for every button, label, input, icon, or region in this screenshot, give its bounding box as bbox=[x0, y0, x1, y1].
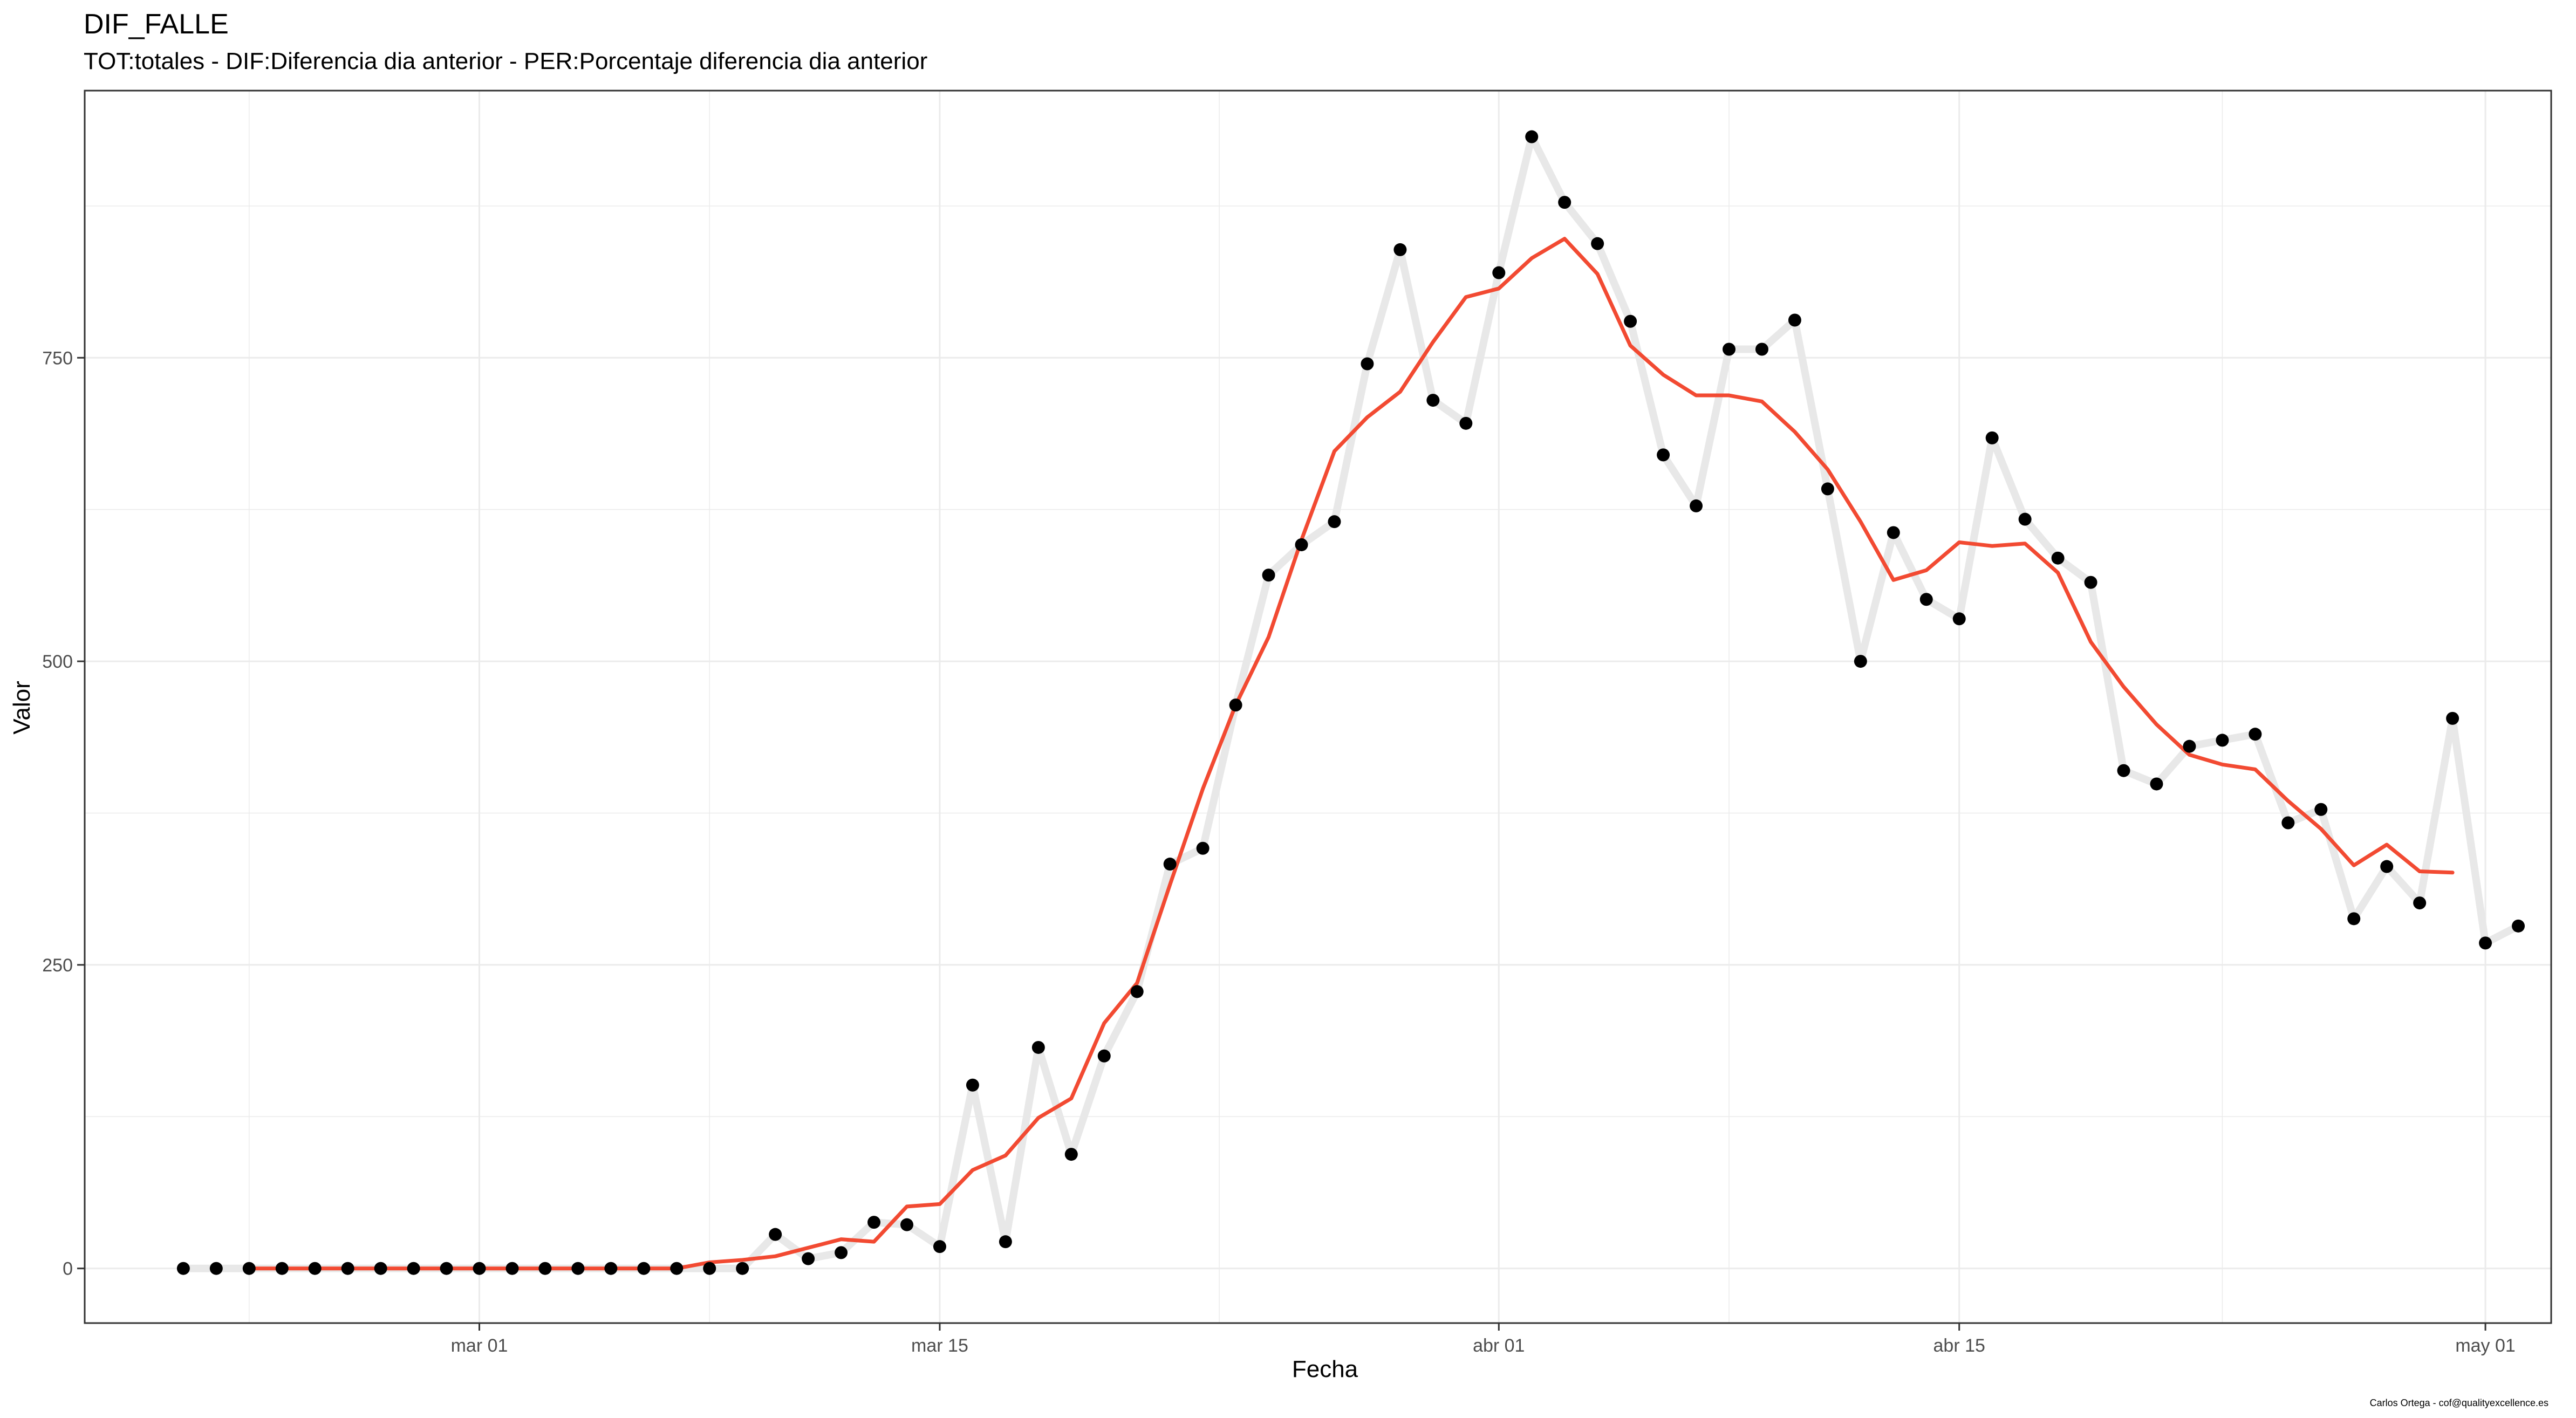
data-point bbox=[1657, 448, 1670, 462]
x-tick-label: abr 15 bbox=[1933, 1335, 1985, 1356]
data-point bbox=[374, 1262, 387, 1275]
data-point bbox=[209, 1262, 223, 1275]
data-point bbox=[900, 1218, 913, 1231]
data-point bbox=[2314, 803, 2328, 816]
data-point bbox=[1919, 593, 1933, 606]
data-point bbox=[2347, 912, 2361, 926]
data-point bbox=[1755, 342, 1768, 356]
data-point bbox=[1295, 538, 1308, 551]
data-point bbox=[835, 1246, 848, 1259]
data-point bbox=[571, 1262, 585, 1275]
data-point bbox=[1262, 568, 1275, 582]
data-point bbox=[308, 1262, 322, 1275]
data-point bbox=[2512, 919, 2525, 933]
data-point bbox=[1854, 655, 1867, 668]
data-point bbox=[2183, 739, 2196, 753]
x-axis-title: Fecha bbox=[1292, 1356, 1358, 1382]
data-point bbox=[1985, 431, 1999, 444]
data-point bbox=[473, 1262, 486, 1275]
y-tick-label: 250 bbox=[42, 955, 73, 976]
data-point bbox=[1492, 266, 1506, 279]
caption: Carlos Ortega - cof@qualityexcellence.es bbox=[2370, 1398, 2548, 1408]
data-point bbox=[2018, 512, 2032, 526]
data-point bbox=[2479, 936, 2492, 950]
data-point bbox=[1426, 394, 1440, 407]
data-point bbox=[1031, 1040, 1045, 1054]
data-point bbox=[2117, 764, 2130, 777]
data-point bbox=[341, 1262, 354, 1275]
data-point bbox=[2216, 734, 2229, 747]
data-point bbox=[275, 1262, 289, 1275]
data-point bbox=[1130, 985, 1144, 998]
y-tick-label: 500 bbox=[42, 652, 73, 672]
x-tick-label: may 01 bbox=[2455, 1335, 2516, 1356]
data-point bbox=[966, 1078, 979, 1092]
data-point bbox=[440, 1262, 453, 1275]
data-point bbox=[1887, 526, 1900, 539]
data-point bbox=[538, 1262, 552, 1275]
axis-ticks: mar 01 mar 15 abr 01 abr 15 may 01 0 250 500 750 bbox=[42, 348, 2516, 1356]
y-tick-label: 0 bbox=[63, 1259, 73, 1279]
panel-border bbox=[84, 90, 2552, 1324]
data-points bbox=[176, 130, 2525, 1275]
data-point bbox=[769, 1228, 782, 1241]
y-tick-label: 750 bbox=[42, 348, 73, 368]
data-point bbox=[1064, 1148, 1078, 1161]
raw-line bbox=[179, 133, 2523, 1272]
data-point bbox=[604, 1262, 618, 1275]
data-point bbox=[2084, 576, 2097, 589]
data-point bbox=[1788, 313, 1801, 327]
data-point bbox=[1690, 499, 1703, 512]
grid-lines bbox=[85, 91, 2551, 1323]
data-point bbox=[1723, 342, 1735, 356]
data-point bbox=[637, 1262, 651, 1275]
data-point bbox=[407, 1262, 420, 1275]
data-point bbox=[505, 1262, 519, 1275]
data-point bbox=[1229, 698, 1242, 712]
data-point bbox=[2446, 711, 2459, 725]
data-point bbox=[176, 1262, 190, 1275]
chart-title: DIF_FALLE bbox=[84, 9, 229, 40]
data-point bbox=[1558, 196, 1571, 209]
y-axis-title: Valor bbox=[9, 681, 35, 734]
data-point bbox=[2413, 896, 2427, 910]
data-point bbox=[2249, 728, 2262, 741]
data-point bbox=[2281, 816, 2295, 830]
data-point bbox=[703, 1262, 716, 1275]
data-point bbox=[1525, 130, 1539, 143]
data-point bbox=[1097, 1049, 1111, 1063]
data-point bbox=[867, 1216, 881, 1229]
data-point bbox=[2150, 777, 2163, 791]
data-point bbox=[1624, 314, 1637, 328]
data-point bbox=[242, 1262, 256, 1275]
data-point bbox=[802, 1252, 815, 1265]
data-point bbox=[1393, 243, 1407, 256]
data-point bbox=[2380, 860, 2394, 873]
x-tick-label: mar 15 bbox=[911, 1335, 968, 1356]
data-point bbox=[2051, 551, 2065, 565]
chart-subtitle: TOT:totales - DIF:Diferencia dia anterio… bbox=[84, 48, 927, 74]
data-point bbox=[670, 1262, 684, 1275]
data-point bbox=[1952, 612, 1966, 626]
x-tick-label: mar 01 bbox=[451, 1335, 508, 1356]
data-point bbox=[1196, 841, 1210, 855]
data-point bbox=[1328, 515, 1341, 529]
data-point bbox=[736, 1262, 749, 1275]
data-point bbox=[1591, 237, 1604, 250]
data-point bbox=[933, 1240, 946, 1253]
data-point bbox=[1459, 416, 1473, 430]
data-point bbox=[1821, 482, 1834, 496]
x-tick-label: abr 01 bbox=[1473, 1335, 1525, 1356]
data-point bbox=[1361, 357, 1374, 371]
data-point bbox=[1163, 858, 1177, 871]
raw-series-line bbox=[179, 133, 2523, 1272]
data-point bbox=[999, 1235, 1012, 1249]
